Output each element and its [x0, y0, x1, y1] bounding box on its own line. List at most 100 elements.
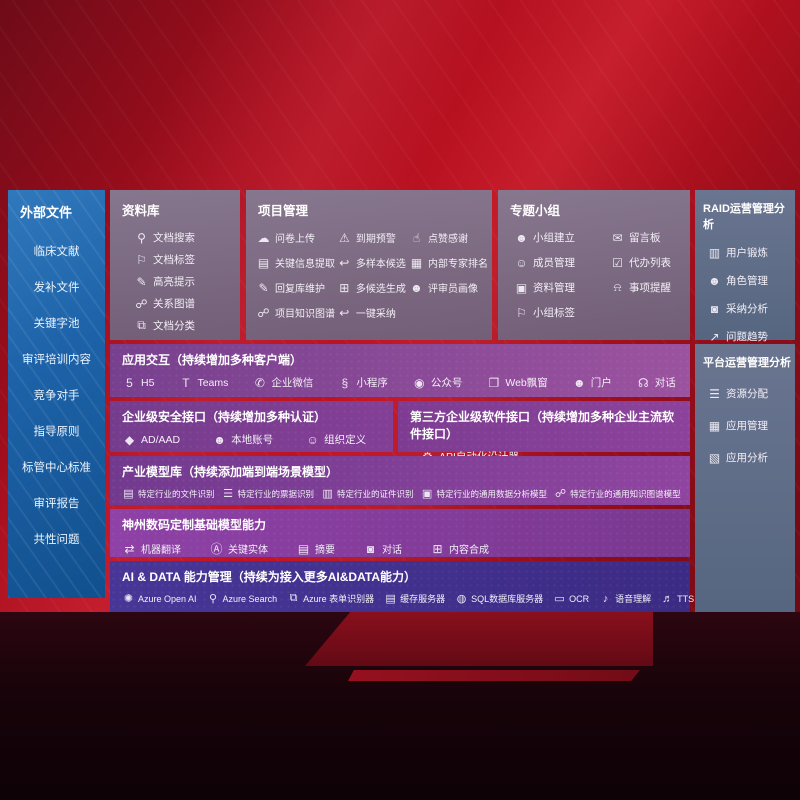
client-item: ✆ 企业微信 — [252, 375, 314, 390]
azure-search-icon: ⚲ — [209, 593, 218, 605]
feature-item: ☺ 成员管理 — [514, 255, 610, 270]
feature-item: ☍ 关系图谱 — [134, 296, 240, 311]
client-item: ☊ 对话 — [636, 375, 676, 390]
analysis-item: ◙ 采纳分析 — [707, 301, 795, 316]
platform-analysis-title: 平台运营管理分析 — [703, 357, 791, 369]
feature-label: 多候选生成 — [355, 284, 406, 295]
external-files-panel: 外部文件 临床文献 发补文件 关键字池 审评培训内容 竞争对手 指导原则 标管中… — [8, 190, 105, 598]
feature-label: 内部专家排名 — [428, 259, 488, 270]
client-label: 对话 — [654, 377, 676, 389]
library-box: 资料库 ⚲ 文档搜索 ⚐ 文档标签 — [110, 190, 240, 340]
web-popup-icon: ❐ — [488, 375, 500, 390]
industry-models-title: 产业模型库（持续添加端到端场景模型） — [122, 465, 339, 479]
expert-ranking-icon: ▦ — [410, 255, 423, 270]
capability-label: 对话 — [382, 545, 402, 556]
raid-analysis-items: ▥ 用户锻炼 ☻ 角色管理 ◙ 采纳分析 ↗ — [707, 245, 795, 344]
analysis-label: 角色管理 — [726, 275, 768, 287]
capability-item: ⇄ 机器翻译 — [122, 541, 181, 557]
project-management-title: 项目管理 — [258, 204, 309, 218]
feature-label: 问卷上传 — [275, 234, 315, 245]
external-files-title: 外部文件 — [20, 205, 73, 220]
sidebar-item: 关键字池 — [33, 318, 80, 330]
service-label: Azure Search — [222, 593, 278, 604]
service-item: ▭ OCR — [553, 592, 589, 605]
security-interface-items: ◆ AD/AAD ☻ 本地账号 ☺ 组织定义 — [122, 432, 381, 447]
ai-data-title: AI & DATA 能力管理（持续为接入更多AI&DATA能力） — [122, 570, 416, 584]
model-item: ▣ 特定行业的通用数据分析模型 — [421, 487, 548, 500]
capability-label: 内容合成 — [449, 545, 489, 556]
analysis-item: ▥ 用户锻炼 — [707, 245, 795, 260]
feature-item: ⚐ 小组标签 — [514, 305, 610, 320]
doc-search-icon: ⚲ — [137, 230, 146, 245]
client-label: 门户 — [590, 377, 612, 389]
cache-server-icon: ▤ — [385, 593, 396, 605]
model-label: 特定行业的通用知识图谱模型 — [570, 488, 681, 499]
topic-group-title: 专题小组 — [510, 204, 561, 218]
invoice-recognition-icon: ☰ — [223, 488, 233, 500]
bbs-board-icon: ✉ — [612, 230, 623, 245]
sidebar-item: 共性问题 — [33, 534, 80, 546]
portal-icon: ☻ — [572, 375, 586, 390]
client-item: ☻ 门户 — [572, 375, 612, 390]
client-label: Teams — [197, 376, 229, 389]
questionnaire-upload-icon: ☁ — [257, 230, 270, 245]
client-item: ❐ Web飘窗 — [486, 375, 547, 390]
highlight-icon: ✎ — [136, 274, 147, 289]
right-column: RAID运营管理分析 ▥ 用户锻炼 ☻ 角色管理 ◙ 采纳分析 — [695, 190, 795, 612]
file-recognition-icon: ▤ — [123, 488, 134, 500]
client-item: T Teams — [178, 376, 228, 390]
reminder-bell-icon: ⍾ — [613, 280, 622, 294]
chat-icon: ☊ — [637, 375, 649, 390]
auth-item: ☻ 本地账号 — [212, 432, 273, 447]
feature-item: ☁ 问卷上传 — [256, 230, 337, 246]
wecom-icon: ✆ — [254, 375, 265, 390]
model-label: 特定行业的票据识别 — [237, 488, 315, 499]
auth-label: 本地账号 — [231, 434, 274, 446]
service-label: OCR — [569, 593, 590, 604]
library-items: ⚲ 文档搜索 ⚐ 文档标签 ✎ 高亮提示 — [134, 230, 240, 333]
model-item: ▤ 特定行业的文件识别 — [122, 487, 215, 500]
feature-label: 文档分类 — [153, 320, 195, 332]
form-recognizer-icon: ⧉ — [289, 592, 298, 604]
interface-row: 企业级安全接口（持续增加多种认证） ◆ AD/AAD ☻ 本地账号 — [110, 401, 690, 464]
thirdparty-interface-title: 第三方企业级软件接口（持续增加多种企业主流软件接口） — [410, 410, 675, 441]
service-label: 缓存服务器 — [400, 594, 446, 604]
thirdparty-interface-box: 第三方企业级软件接口（持续增加多种企业主流软件接口） ⚙ API自动化设计器 — [398, 401, 690, 464]
feature-item: ▤ 关键信息提取 — [256, 255, 337, 271]
summary-icon: ▤ — [297, 541, 310, 556]
feature-item: ✎ 回复库维护 — [256, 280, 337, 296]
service-label: 语音理解 — [615, 594, 652, 604]
capability-label: 摘要 — [315, 545, 335, 556]
ai-data-row: AI & DATA 能力管理（持续为接入更多AI&DATA能力） ✺ Azure… — [110, 561, 694, 612]
doc-tag-icon: ⚐ — [136, 252, 147, 267]
capability-item: ▤ 摘要 — [296, 541, 335, 557]
model-label: 特定行业的文件识别 — [138, 488, 215, 499]
certificate-recognition-icon: ▥ — [322, 488, 333, 500]
analysis-item: ▦ 应用管理 — [707, 418, 795, 433]
feature-item: ⊞ 多候选生成 — [337, 280, 409, 296]
group-tag-icon: ⚐ — [516, 305, 527, 320]
analysis-item: ☻ 角色管理 — [707, 273, 795, 288]
analysis-label: 问题趋势 — [726, 331, 768, 343]
app-manage-icon: ▦ — [708, 418, 721, 433]
data-analysis-model-icon: ▣ — [421, 488, 433, 500]
industry-models-items: ▤ 特定行业的文件识别 ☰ 特定行业的票据识别 ▥ 特定行业的证件识别 — [122, 487, 681, 500]
auth-label: 组织定义 — [324, 434, 367, 446]
client-label: H5 — [141, 376, 155, 389]
kg-model-icon: ☍ — [554, 488, 567, 500]
app-interaction-row: 应用交互（持续增加多种客户端） 5 H5 T Teams ✆ 企 — [110, 344, 690, 397]
feature-label: 一键采纳 — [355, 309, 396, 320]
analysis-label: 采纳分析 — [726, 303, 768, 315]
dialog-icon: ◙ — [366, 541, 375, 556]
feature-item: ☻ 评审员画像 — [409, 280, 488, 296]
foundation-model-row: 神州数码定制基础模型能力 ⇄ 机器翻译 Ⓐ 关键实体 ▤ 摘要 — [110, 509, 690, 557]
capability-item: Ⓐ 关键实体 — [209, 540, 268, 557]
feature-item: ⍾ 事项提醒 — [610, 280, 686, 295]
sidebar-item: 审评报告 — [33, 498, 80, 510]
tts-icon: ♬ — [662, 592, 674, 605]
service-item: ♬ TTS — [661, 593, 694, 605]
feature-label: 关系图谱 — [153, 298, 195, 310]
ad-aad-icon: ◆ — [124, 432, 135, 447]
model-label: 特定行业的通用数据分析模型 — [436, 488, 548, 499]
top-row: 资料库 ⚲ 文档搜索 ⚐ 文档标签 — [110, 190, 690, 340]
